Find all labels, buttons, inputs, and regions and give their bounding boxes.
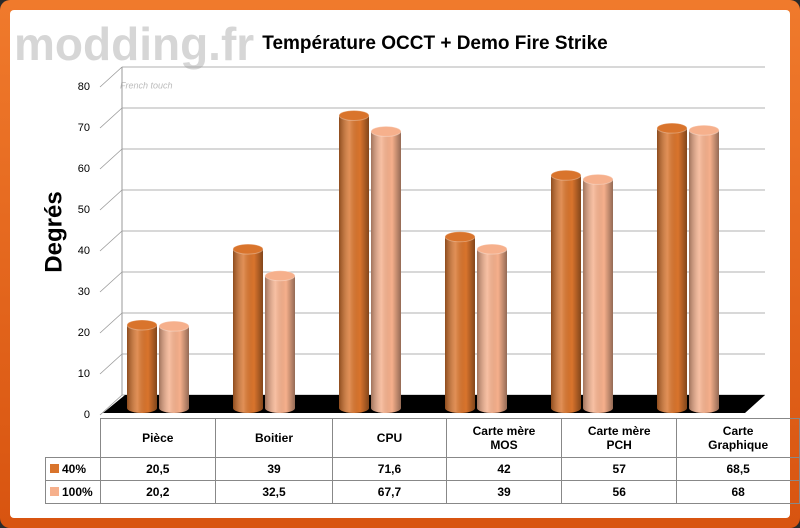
bar-top	[158, 320, 190, 332]
category-label: Carte Graphique	[676, 418, 800, 458]
value-label: 39	[445, 480, 563, 504]
series-row: 100% 20,2 32,5 67,7 39 56 68	[45, 480, 800, 504]
bar-shade	[551, 175, 581, 408]
category-label: Boitier	[214, 418, 334, 458]
category-label: CPU	[332, 418, 447, 458]
data-table: Pièce Boitier CPU Carte mère MOS Carte mère …	[45, 418, 800, 504]
category-label: Carte mère MOS	[445, 418, 563, 458]
bar-shade	[583, 179, 613, 408]
grid-line-side	[99, 148, 123, 170]
bar-base-shade	[445, 403, 475, 413]
bar-base-shade	[657, 403, 687, 413]
bar-top	[656, 122, 688, 134]
value-label: 42	[445, 457, 563, 481]
bar-shade	[445, 236, 475, 408]
bar-shade	[689, 130, 719, 408]
series-row: 40% 20,5 39 71,6 42 57 68,5	[45, 457, 800, 481]
bar-shade	[477, 249, 507, 408]
legend-swatch	[50, 464, 59, 473]
value-label: 56	[561, 480, 678, 504]
bar-base-shade	[551, 403, 581, 413]
category-label: Carte mère PCH	[561, 418, 678, 458]
y-tick-label: 40	[78, 245, 90, 257]
tagline: French touch	[120, 80, 173, 90]
y-tick-label: 30	[78, 286, 90, 298]
bar-top	[688, 124, 720, 136]
chart-title: Température OCCT + Demo Fire Strike	[262, 33, 607, 54]
value-label: 71,6	[332, 457, 447, 481]
y-tick-label: 20	[78, 327, 90, 339]
bar-base-shade	[265, 403, 295, 413]
bar-base-shade	[689, 403, 719, 413]
bar-top	[232, 243, 264, 255]
value-label: 68	[676, 480, 800, 504]
bar-top	[370, 125, 402, 137]
y-tick-label: 50	[78, 204, 90, 216]
y-tick-label: 60	[78, 163, 90, 175]
bar-base-shade	[233, 403, 263, 413]
y-axis-title: Degrés	[40, 191, 67, 272]
value-label: 57	[561, 457, 678, 481]
value-label: 67,7	[332, 480, 447, 504]
bar-shade	[657, 128, 687, 408]
legend-swatch	[50, 487, 59, 496]
grid-line-side	[99, 312, 123, 334]
value-label: 68,5	[676, 457, 800, 481]
corner-cell	[46, 419, 101, 458]
bar-top	[338, 109, 370, 121]
grid-line-side	[99, 353, 123, 375]
value-label: 20,5	[99, 457, 216, 481]
grid-line-side	[99, 394, 123, 416]
bar-top	[126, 319, 158, 331]
legend-entry: 40%	[45, 457, 101, 481]
bar-base-shade	[583, 403, 613, 413]
legend-label: 100%	[62, 485, 93, 499]
logo: modding.fr	[14, 18, 254, 70]
grid-line-side	[99, 107, 123, 129]
bar-base-shade	[339, 403, 369, 413]
y-tick-label: 70	[78, 122, 90, 134]
legend-label: 40%	[62, 462, 87, 476]
value-label: 39	[214, 457, 334, 481]
y-tick-label: 10	[78, 368, 90, 380]
bar-top	[582, 173, 614, 185]
bar-base-shade	[477, 403, 507, 413]
category-label: Pièce	[99, 418, 216, 458]
bar-top	[476, 243, 508, 255]
bar-top	[264, 270, 296, 282]
bar-base-shade	[371, 403, 401, 413]
bar-shade	[159, 326, 189, 408]
bar-shade	[339, 115, 369, 408]
bar-shade	[371, 131, 401, 408]
grid-line-side	[99, 230, 123, 252]
value-label: 20,2	[99, 480, 216, 504]
grid-line-side	[99, 66, 123, 88]
y-tick-label: 0	[84, 409, 90, 421]
grid-line-side	[99, 189, 123, 211]
legend-entry: 100%	[45, 480, 101, 504]
bar-top	[550, 169, 582, 181]
y-tick-label: 80	[78, 81, 90, 93]
value-label: 32,5	[214, 480, 334, 504]
bar-base-shade	[159, 403, 189, 413]
bar-shade	[233, 249, 263, 408]
bar-shade	[265, 275, 295, 408]
header-row: Pièce Boitier CPU Carte mère MOS Carte mère …	[46, 418, 800, 458]
bar-base-shade	[127, 403, 157, 413]
bar-top	[444, 231, 476, 243]
grid-line-side	[99, 271, 123, 293]
bar-shade	[127, 324, 157, 408]
